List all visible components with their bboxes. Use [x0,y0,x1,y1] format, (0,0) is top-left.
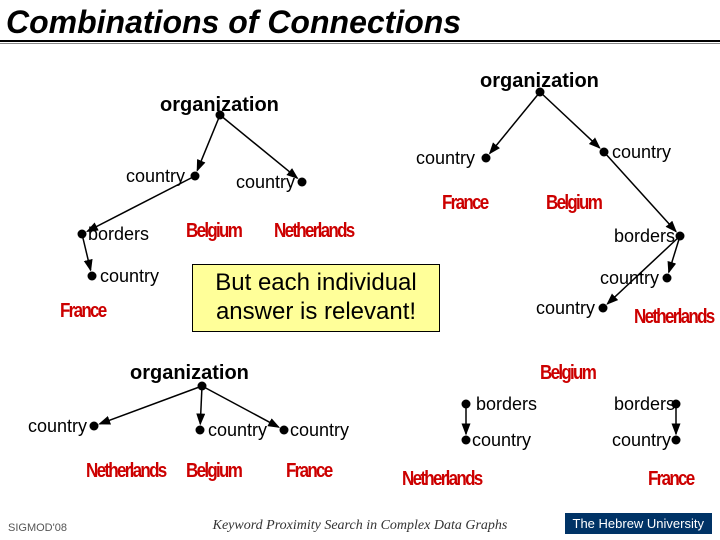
label-t_neth_c: Netherlands [86,460,166,483]
dot-d_ca2 [298,178,307,187]
label-t_borders_d1: borders [476,394,537,415]
label-t_neth_b: Netherlands [634,306,714,329]
dot-d_ba [78,230,87,239]
callout-box: But each individual answer is relevant! [192,264,440,332]
label-t_country_c2: country [208,420,267,441]
label-t_country_b1: country [416,148,475,169]
edge-d_org2-d_cb1 [490,92,540,153]
label-t_country_a2: country [236,172,295,193]
dot-d_cc1 [90,422,99,431]
edge-d_org1-d_ca1 [197,115,220,170]
label-t_belgium_d: Belgium [540,362,595,385]
label-t_org1: organization [160,94,279,117]
label-t_org2: organization [480,70,599,93]
edge-d_org3-d_cc1 [100,386,202,424]
dot-d_bb [676,232,685,241]
dot-d_cb1 [482,154,491,163]
label-t_neth_d: Netherlands [402,468,482,491]
label-t_france_c: France [286,460,332,483]
label-t_borders_a: borders [88,224,149,245]
label-t_belgium_a: Belgium [186,220,241,243]
edge-d_org1-d_ca2 [220,115,297,178]
dot-d_cb3 [663,274,672,283]
label-t_country_d1: country [472,430,531,451]
dot-d_cc3 [280,426,289,435]
edge-d_org2-d_cb2 [540,92,600,148]
title-underline [0,40,720,46]
dot-d_cb2 [600,148,609,157]
label-t_borders_b: borders [614,226,675,247]
label-t_france_a: France [60,300,106,323]
footer-right: The Hebrew University [565,513,713,534]
label-t_country_a1: country [126,166,185,187]
dot-d_cd1 [462,436,471,445]
dot-d_cb4 [599,304,608,313]
label-t_country_b2: country [612,142,671,163]
label-t_neth_a: Netherlands [274,220,354,243]
callout-line1: But each individual [215,269,416,296]
dot-d_ca1 [191,172,200,181]
dot-d_cd2 [672,436,681,445]
label-t_country_d2: country [612,430,671,451]
label-t_borders_d2: borders [614,394,675,415]
dot-d_cc2 [196,426,205,435]
label-t_country_b3: country [600,268,659,289]
dot-d_ca3 [88,272,97,281]
label-t_country_b4: country [536,298,595,319]
label-t_belgium_b: Belgium [546,192,601,215]
slide-title: Combinations of Connections [6,4,461,41]
label-t_country_c1: country [28,416,87,437]
label-t_belgium_c: Belgium [186,460,241,483]
label-t_country_c3: country [290,420,349,441]
label-t_country_a3: country [100,266,159,287]
callout-line2: answer is relevant! [216,298,416,325]
label-t_org3: organization [130,362,249,385]
label-t_france_d: France [648,468,694,491]
dot-d_bd1 [462,400,471,409]
label-t_france_b: France [442,192,488,215]
edge-d_cb2-d_bb [604,152,676,232]
edge-d_org3-d_cc2 [200,386,202,424]
